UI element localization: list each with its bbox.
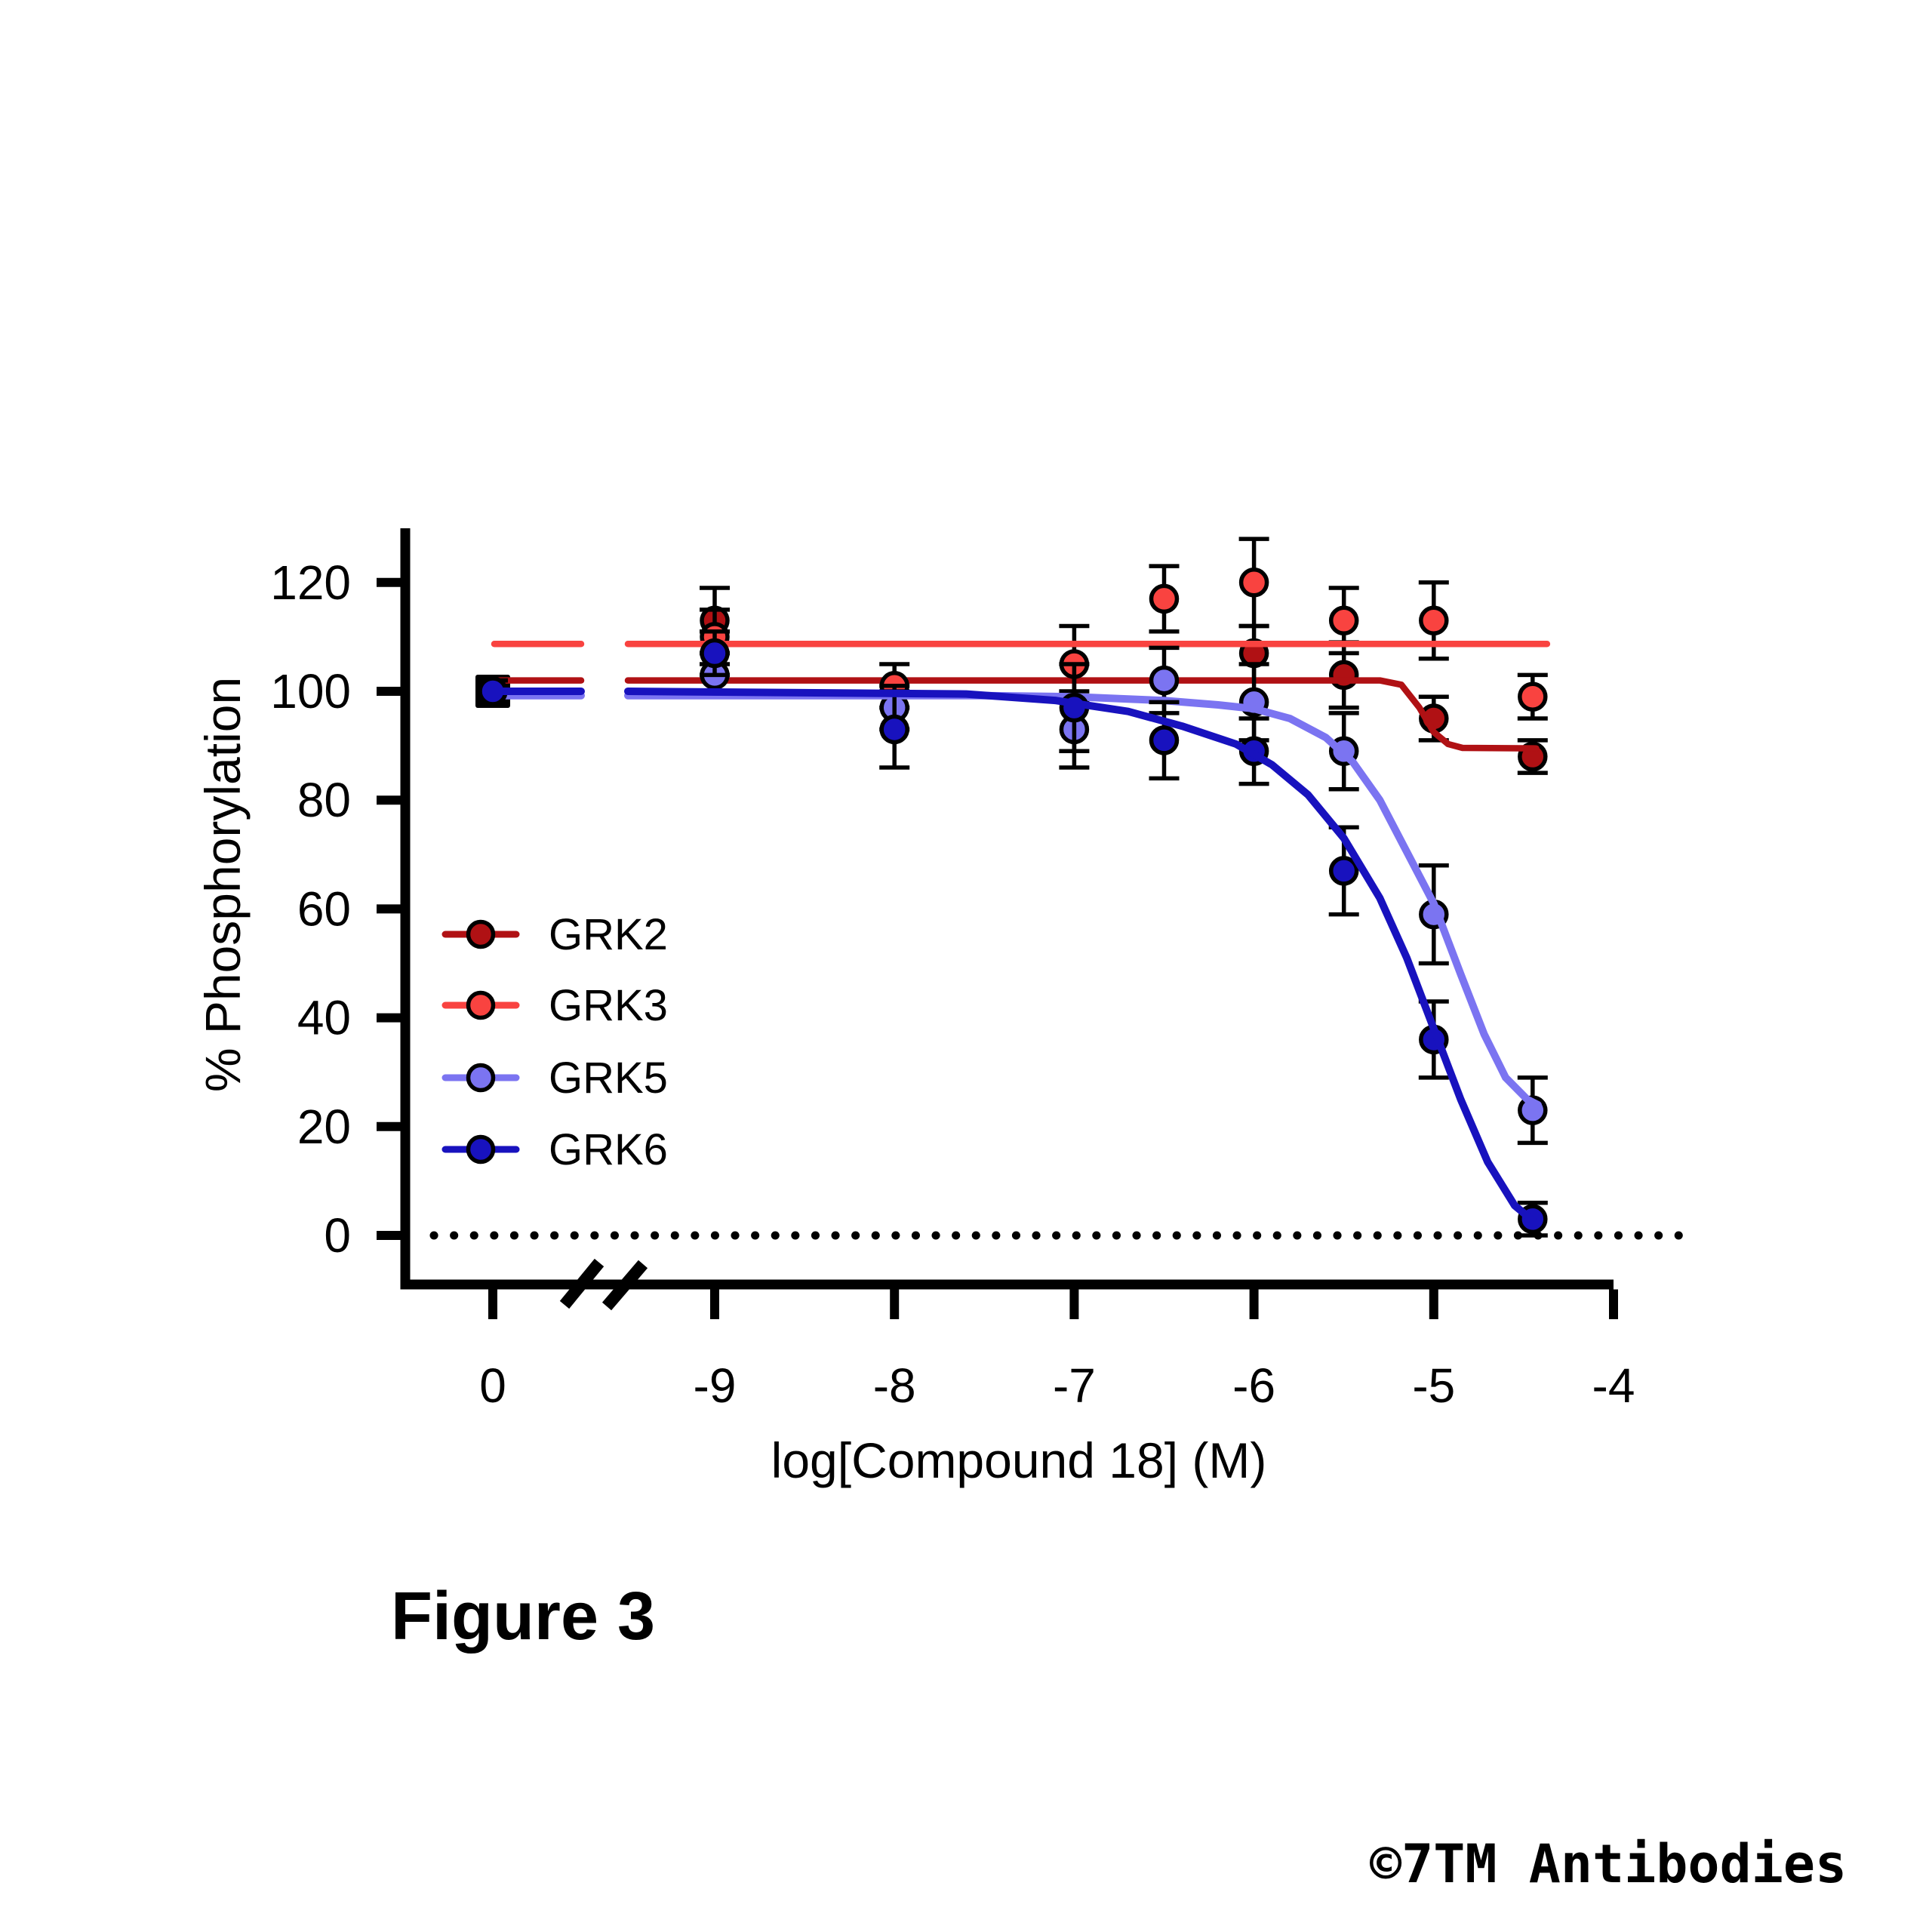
data-point-grk6 <box>879 714 909 745</box>
data-point-grk6 <box>700 638 730 669</box>
x-axis-break-slash <box>559 1258 605 1309</box>
y-tick-label: 40 <box>297 991 351 1045</box>
figure-caption: Figure 3 <box>391 1579 655 1654</box>
x-tick-label: 0 <box>479 1358 506 1413</box>
legend-marker <box>466 919 496 949</box>
x-axis-title: log[Compound 18] (M) <box>771 1432 1267 1488</box>
data-point-grk6 <box>1149 725 1180 755</box>
data-point-grk2 <box>1328 660 1359 691</box>
legend-item-grk5: GRK5 <box>441 1054 668 1103</box>
y-axis-title: % Phosphorylation <box>195 677 251 1092</box>
data-point-grk6 <box>1328 856 1359 886</box>
legend-label: GRK5 <box>549 1054 668 1103</box>
data-point-grk3 <box>1238 568 1269 598</box>
data-point-grk3 <box>1328 605 1359 636</box>
y-tick-label: 80 <box>297 773 351 827</box>
x-tick-label: -7 <box>1053 1358 1096 1413</box>
legend-item-grk2: GRK2 <box>441 910 668 959</box>
legend-label: GRK2 <box>549 910 668 959</box>
legend-label: GRK3 <box>549 981 668 1030</box>
data-series-layer <box>475 537 1551 1238</box>
legend-marker <box>466 1134 496 1164</box>
fit-curve <box>624 677 1540 752</box>
x-axis-break-slash <box>601 1260 648 1311</box>
axes-layer: 0 20 40 60 80 100 120 0 -9 -8 -7 -6 -5 -4 <box>270 528 1635 1413</box>
data-point-grk3 <box>1419 605 1449 636</box>
y-tick-label: 100 <box>270 664 351 718</box>
data-point-grk5 <box>1149 665 1180 696</box>
series-grk2 <box>475 586 1548 775</box>
watermark-copyright: ©7TM Antibodies <box>1370 1833 1847 1895</box>
legend-label: GRK6 <box>549 1125 668 1174</box>
x-tick-label: -8 <box>873 1358 916 1413</box>
legend-marker <box>466 1063 496 1093</box>
y-tick-label: 60 <box>297 881 351 936</box>
fit-curve <box>624 688 1539 1226</box>
y-tick-label: 20 <box>297 1100 351 1154</box>
x-tick-label: -4 <box>1592 1358 1635 1413</box>
legend-item-grk3: GRK3 <box>441 981 668 1030</box>
y-tick-label: 120 <box>270 555 351 610</box>
legend-item-grk6: GRK6 <box>441 1125 668 1174</box>
fit-curve <box>624 691 1542 1109</box>
x-tick-label: -6 <box>1232 1358 1275 1413</box>
x-tick-label: -9 <box>694 1358 737 1413</box>
data-point-grk3 <box>1149 583 1180 614</box>
y-tick-label: 0 <box>324 1208 351 1263</box>
x-tick-label: -5 <box>1412 1358 1455 1413</box>
data-point-grk3 <box>1518 681 1548 712</box>
series-grk6 <box>478 629 1548 1238</box>
legend-marker <box>466 990 496 1020</box>
legend-layer: GRK2 GRK3 GRK5 GRK6 <box>441 910 668 1174</box>
